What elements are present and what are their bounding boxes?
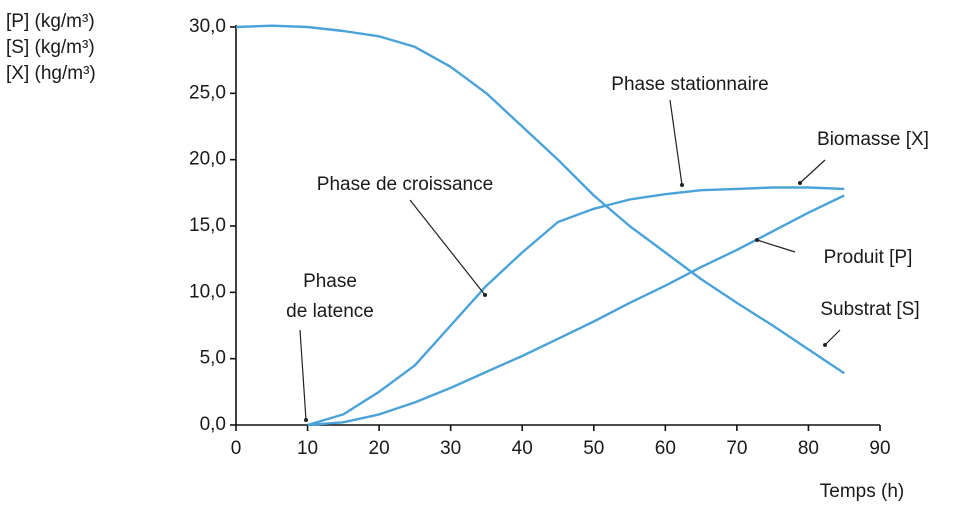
y-axis-label: [S] (kg/m³) bbox=[6, 37, 95, 58]
x-axis-label: Temps (h) bbox=[820, 481, 904, 502]
arrow-head bbox=[755, 238, 759, 242]
arrow bbox=[299, 329, 307, 421]
arrow bbox=[824, 329, 841, 346]
arrow bbox=[669, 99, 683, 186]
arrow bbox=[409, 199, 486, 296]
annotation: de latence bbox=[286, 301, 374, 322]
series-label: Substrat [S] bbox=[820, 299, 919, 320]
x-tick-label: 20 bbox=[369, 438, 390, 459]
x-tick-label: 80 bbox=[798, 438, 819, 459]
x-tick-label: 30 bbox=[440, 438, 461, 459]
arrow-head bbox=[304, 418, 308, 422]
y-tick-label: 5,0 bbox=[200, 348, 226, 369]
arrow bbox=[799, 159, 826, 184]
arrow-head bbox=[798, 181, 802, 185]
annotation: Phase de croissance bbox=[317, 174, 493, 195]
x-tick-label: 10 bbox=[297, 438, 318, 459]
y-tick-label: 20,0 bbox=[189, 149, 226, 170]
x-tick-label: 40 bbox=[512, 438, 533, 459]
arrow-head bbox=[823, 343, 827, 347]
y-tick-label: 30,0 bbox=[189, 16, 226, 37]
y-axis-label: [X] (hg/m³) bbox=[6, 63, 96, 84]
y-tick-label: 0,0 bbox=[200, 414, 226, 435]
series-line bbox=[235, 24, 845, 375]
x-tick-label: 90 bbox=[869, 438, 890, 459]
x-tick-label: 0 bbox=[231, 438, 242, 459]
y-tick-label: 25,0 bbox=[189, 82, 226, 103]
series-label: Biomasse [X] bbox=[817, 129, 929, 150]
x-tick-label: 60 bbox=[655, 438, 676, 459]
arrow-head bbox=[483, 293, 487, 297]
annotation: Phase stationnaire bbox=[611, 74, 768, 95]
arrow bbox=[756, 239, 796, 253]
series-line bbox=[307, 186, 845, 427]
series-label: Produit [P] bbox=[824, 247, 913, 268]
x-tick-label: 50 bbox=[583, 438, 604, 459]
x-tick-label: 70 bbox=[726, 438, 747, 459]
arrow-head bbox=[680, 183, 684, 187]
annotation: Phase bbox=[303, 271, 357, 292]
y-tick-label: 15,0 bbox=[189, 215, 226, 236]
y-tick-label: 10,0 bbox=[189, 281, 226, 302]
y-axis-label: [P] (kg/m³) bbox=[6, 11, 95, 32]
series-line bbox=[307, 194, 845, 427]
